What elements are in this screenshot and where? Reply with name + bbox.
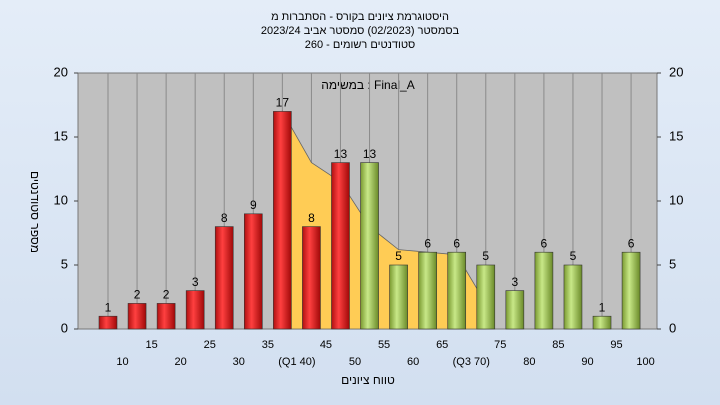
x-axis-label: טווח ציונים (341, 373, 395, 387)
value-label: 1 (599, 300, 606, 314)
value-label: 5 (482, 249, 489, 263)
bar (331, 162, 350, 330)
bar (389, 264, 408, 330)
bar (244, 213, 263, 330)
value-label: 17 (276, 96, 290, 110)
x-tick-label: 25 (204, 339, 216, 351)
x-tick-label: (Q3 70) (453, 356, 490, 368)
title-line: בסמסטר (02/2023) סמסטר אביב 2023/24 (261, 25, 460, 37)
bar (214, 226, 234, 330)
x-tick-label: 75 (494, 339, 506, 351)
value-label: 8 (221, 211, 228, 225)
bar (98, 315, 118, 330)
value-label: 3 (511, 275, 518, 289)
bar (273, 111, 292, 330)
bar (418, 251, 437, 330)
value-label: 5 (395, 249, 402, 263)
x-tick-label: 50 (349, 356, 361, 368)
x-tick-label: 45 (320, 339, 332, 351)
bar (505, 290, 525, 330)
value-label: 6 (541, 236, 548, 250)
x-tick-label: 10 (116, 356, 128, 368)
x-tick-label: 90 (581, 356, 593, 368)
bar (302, 226, 321, 330)
title-line: היסטוגרמת ציונים בקורס - הסתברות מ (271, 11, 449, 23)
y-tick-label: 20 (669, 64, 683, 79)
y-tick-label: 0 (669, 320, 676, 335)
y-tick-label: 20 (54, 64, 68, 79)
value-label: 5 (570, 249, 577, 263)
bar (185, 290, 205, 330)
value-label: 2 (163, 288, 170, 302)
bar (360, 162, 379, 330)
value-label: 2 (134, 288, 141, 302)
bar (447, 251, 467, 330)
bar (534, 251, 554, 330)
y-tick-label: 15 (54, 128, 68, 143)
value-label: 6 (453, 236, 460, 250)
y-tick-label: 0 (61, 320, 68, 335)
y-axis-label: מספר סטודנטים (28, 171, 42, 253)
annotation: במשימה : Final_A (321, 78, 415, 92)
value-label: 8 (308, 211, 315, 225)
x-tick-label: 20 (175, 356, 187, 368)
x-tick-label: (Q1 40) (278, 356, 315, 368)
y-tick-label: 5 (669, 256, 676, 271)
value-label: 13 (334, 147, 348, 161)
x-tick-label: 95 (610, 339, 622, 351)
x-tick-label: 80 (523, 356, 535, 368)
y-tick-label: 5 (61, 256, 68, 271)
x-tick-label: 85 (552, 339, 564, 351)
title-line: סטודנטים רשומים - 260 (305, 39, 416, 51)
bar (563, 264, 583, 330)
x-tick-label: 60 (407, 356, 419, 368)
bar (592, 315, 612, 330)
value-label: 1 (105, 300, 112, 314)
value-label: 3 (192, 275, 199, 289)
bar (621, 251, 641, 330)
bar (127, 303, 147, 330)
x-tick-label: 30 (233, 356, 245, 368)
x-tick-label: 15 (145, 339, 157, 351)
y-tick-label: 15 (669, 128, 683, 143)
bar (476, 264, 496, 330)
y-tick-label: 10 (669, 192, 683, 207)
value-label: 9 (250, 198, 257, 212)
x-tick-label: 35 (262, 339, 274, 351)
bar (156, 303, 176, 330)
x-tick-label: 65 (436, 339, 448, 351)
y-tick-label: 10 (54, 192, 68, 207)
value-label: 13 (363, 147, 377, 161)
x-tick-label: 100 (636, 356, 654, 368)
x-tick-label: 55 (378, 339, 390, 351)
value-label: 6 (628, 236, 635, 250)
value-label: 6 (424, 236, 431, 250)
